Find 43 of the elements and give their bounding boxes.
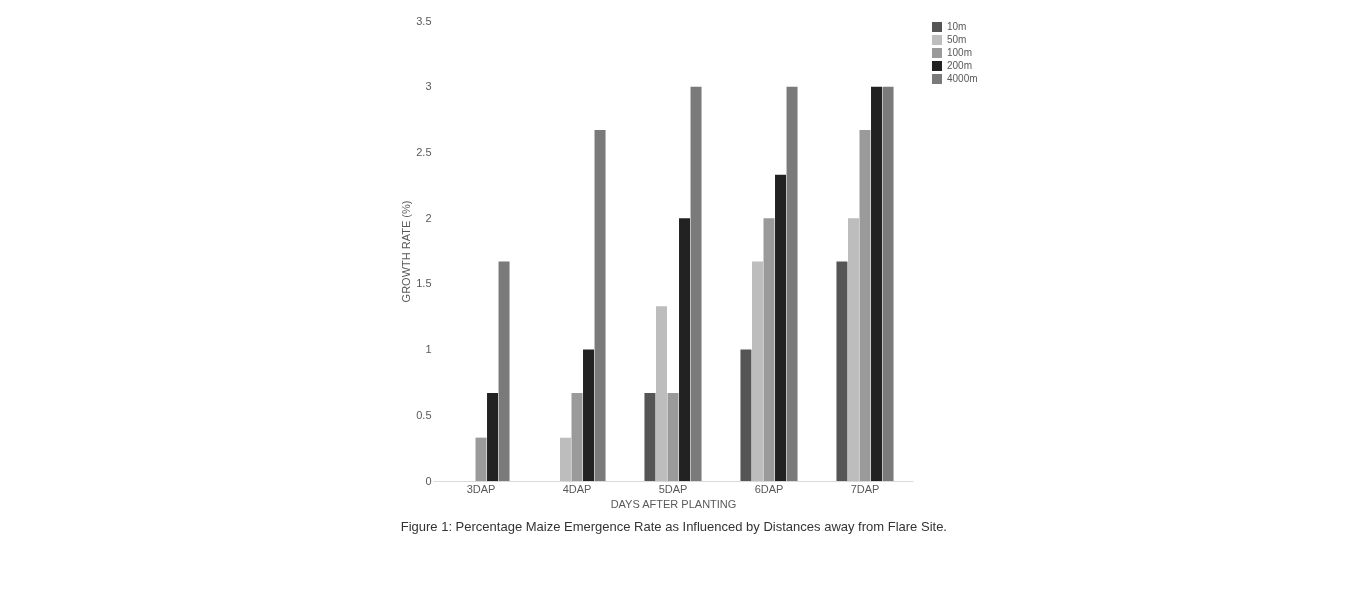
bar <box>847 218 859 481</box>
bar <box>751 261 763 481</box>
y-tick-label: 1.5 <box>416 277 432 290</box>
caption: Figure 1: Percentage Maize Emergence Rate as Influenced by Distances away from Flare Site. <box>400 519 947 534</box>
x-tick-label: 6DAP <box>754 482 784 495</box>
bar <box>740 349 752 481</box>
bar <box>871 86 883 481</box>
legend-label: 200m <box>947 60 973 71</box>
bar <box>882 86 894 481</box>
bar <box>775 174 787 481</box>
x-tick-label: 3DAP <box>466 482 496 495</box>
bar <box>571 392 583 481</box>
x-axis-title: DAYS AFTER PLANTING <box>610 497 737 510</box>
x-tick-label: 7DAP <box>850 482 880 495</box>
bar <box>559 437 571 481</box>
legend-label: 4000m <box>947 73 978 84</box>
bar <box>498 261 510 481</box>
legend-label: 10m <box>947 21 967 32</box>
x-tick-label: 5DAP <box>658 482 688 495</box>
legend-label: 50m <box>947 34 967 45</box>
bar <box>836 261 848 481</box>
bar <box>667 392 679 481</box>
x-tick-label: 4DAP <box>562 482 592 495</box>
bar <box>475 437 487 481</box>
legend-label: 100m <box>947 47 973 58</box>
bar <box>786 86 798 481</box>
y-tick-label: 3.5 <box>416 14 432 27</box>
bar <box>859 130 871 481</box>
y-tick-label: 2 <box>425 211 432 224</box>
bar <box>763 218 775 481</box>
bar <box>487 392 499 481</box>
bar <box>679 218 691 481</box>
y-tick-label: 1 <box>425 343 432 356</box>
bar <box>690 86 702 481</box>
bar <box>583 349 595 481</box>
y-tick-label: 3 <box>425 80 432 93</box>
y-tick-label: 2.5 <box>416 145 432 158</box>
bar <box>644 392 656 481</box>
bar <box>594 130 606 481</box>
bar <box>655 306 667 481</box>
y-tick-label: 0.5 <box>416 408 432 421</box>
y-tick-label: 0 <box>425 474 432 487</box>
y-axis-title: GROWTH RATE (%) <box>400 200 413 303</box>
